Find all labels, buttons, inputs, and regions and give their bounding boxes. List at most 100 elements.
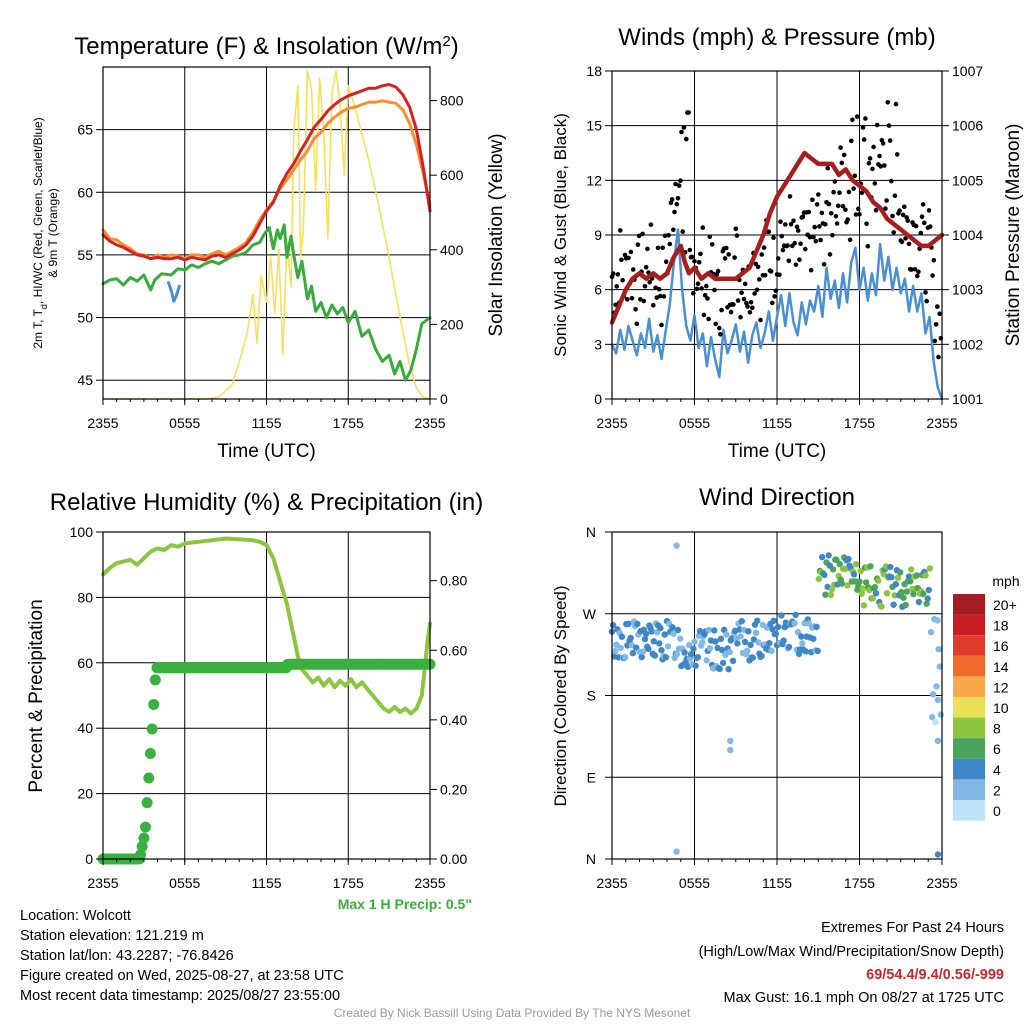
winds-gust-point <box>641 298 647 304</box>
winds-gust-point <box>702 293 708 298</box>
winds-gust-point <box>807 234 813 240</box>
winds-gust-point <box>912 267 918 272</box>
winds-gust-point <box>915 273 920 279</box>
winds-gust-point <box>772 294 777 299</box>
wind_direction-ylabel: Direction (Colored By Speed) <box>551 585 570 806</box>
winds-xtick-label: 2355 <box>596 415 627 431</box>
wind_direction-direction-point <box>681 649 688 656</box>
winds-gust-point <box>651 302 656 308</box>
winds-gust-point <box>699 286 704 291</box>
wind_direction-xtick-label: 1755 <box>844 875 875 891</box>
wind_direction-direction-point <box>890 601 897 608</box>
winds-gust-point <box>643 264 649 270</box>
wind_direction-direction-point <box>706 645 714 652</box>
winds-gust-point <box>662 233 668 238</box>
winds-xtick-label: 1755 <box>844 415 875 431</box>
winds-gust-point <box>935 304 940 309</box>
winds-gust-point <box>752 291 757 296</box>
winds-gust-point <box>713 321 718 327</box>
wind_direction-direction-point <box>794 628 802 636</box>
speed-legend-swatch <box>953 779 985 800</box>
humidity-xtick-label: 1155 <box>251 875 281 891</box>
winds-gust-point <box>818 237 823 243</box>
winds-gust-point <box>615 272 621 277</box>
winds-gust-point <box>877 153 882 159</box>
speed-legend-swatch <box>953 717 985 739</box>
wind_direction-direction-point <box>802 648 809 655</box>
created-text: Figure created on Wed, 2025-08-27, at 23… <box>20 968 344 984</box>
wind_direction-direction-point <box>745 628 752 635</box>
speed-legend-label: 8 <box>993 721 1001 737</box>
winds-ytick-label: 0 <box>594 391 602 407</box>
elevation-text: Station elevation: 121.219 m <box>20 928 204 944</box>
winds-gust-point <box>747 310 753 315</box>
wind_direction-direction-point <box>656 640 663 647</box>
extremes-values: 69/54.4/9.4/0.56/-999 <box>866 967 1004 983</box>
humidity-ytick-label: 20 <box>77 786 93 802</box>
wind_direction-direction-point <box>642 630 650 638</box>
winds-gust-point <box>918 230 924 236</box>
wind_direction-direction-point <box>920 590 927 598</box>
speed-legend-swatch <box>953 758 985 780</box>
winds-gust-point <box>695 281 701 287</box>
winds-gust-point <box>887 138 893 143</box>
winds-gust-point <box>642 284 648 289</box>
winds-gust-point <box>672 209 677 215</box>
winds-gust-point <box>619 257 624 263</box>
winds-gust-point <box>810 197 815 203</box>
winds-gust-point <box>889 178 894 184</box>
winds-gust-point <box>673 181 678 187</box>
winds-gust-point <box>701 312 707 318</box>
wind_direction-direction-point <box>716 665 723 673</box>
latlon-text: Station lat/lon: 43.2287; -76.8426 <box>20 948 234 964</box>
wind_direction-direction-point <box>622 654 629 661</box>
winds-gust-point <box>754 287 760 293</box>
winds-gust-point <box>832 179 838 184</box>
winds-gust-point <box>860 125 866 130</box>
winds-gust-point <box>825 165 830 171</box>
wind_direction-direction-point <box>747 641 754 649</box>
winds-gust-point <box>846 189 852 195</box>
winds-gust-point <box>620 277 625 283</box>
wind_direction-direction-point <box>924 595 931 602</box>
wind_direction-direction-point <box>737 633 744 640</box>
winds-xtick-label: 2355 <box>926 415 957 431</box>
wind_direction-direction-point <box>727 737 734 745</box>
winds-ytick-label: 15 <box>586 118 602 134</box>
winds-gust-point <box>676 183 682 188</box>
winds-xtick-label: 1155 <box>762 415 792 431</box>
wind_direction-direction-point <box>813 623 820 631</box>
wind_direction-xtick-label: 0555 <box>679 875 710 891</box>
winds-gust-point <box>808 267 814 273</box>
winds-gust-point <box>885 100 891 105</box>
wind_direction-direction-point <box>778 612 785 619</box>
humidity-xtick-label: 2355 <box>414 875 445 891</box>
winds-gust-point <box>709 242 715 247</box>
wind_direction-direction-point <box>719 659 727 667</box>
winds-gust-point <box>645 246 650 252</box>
humidity-panel: 2355 0555 1155 1755 2355 0 20 40 60 80 100 0.00 0.20… <box>26 489 483 891</box>
winds-gust-point <box>931 258 937 263</box>
speed-legend-label: 10 <box>993 700 1009 716</box>
winds-gust-point <box>718 332 723 337</box>
wind_direction-xtick-label: 2355 <box>596 875 627 891</box>
winds-gust-point <box>678 178 683 183</box>
winds-gust-point <box>794 224 800 230</box>
winds-gust-point <box>681 125 687 130</box>
wind_direction-direction-point <box>859 585 866 592</box>
wind_direction-direction-point <box>696 627 704 635</box>
wind_direction-direction-point <box>930 691 937 698</box>
wind_direction-direction-point <box>638 653 645 661</box>
wind_direction-ytick-label: N <box>586 524 596 540</box>
wind_direction-direction-point <box>862 579 870 586</box>
wind_direction-direction-point <box>617 644 624 652</box>
wind_direction-direction-point <box>673 542 680 549</box>
wind_direction-direction-point <box>639 648 646 655</box>
winds-ytick-label: 3 <box>594 336 602 352</box>
wind_direction-direction-point <box>880 571 887 578</box>
winds-gust-point <box>735 298 741 303</box>
winds-gust-point <box>742 281 748 287</box>
winds-gust-point <box>732 255 737 260</box>
wind_direction-direction-point <box>673 848 680 855</box>
